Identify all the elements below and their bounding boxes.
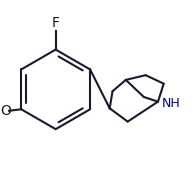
Text: F: F	[52, 16, 60, 30]
Text: NH: NH	[162, 97, 181, 110]
Text: O: O	[0, 104, 11, 118]
